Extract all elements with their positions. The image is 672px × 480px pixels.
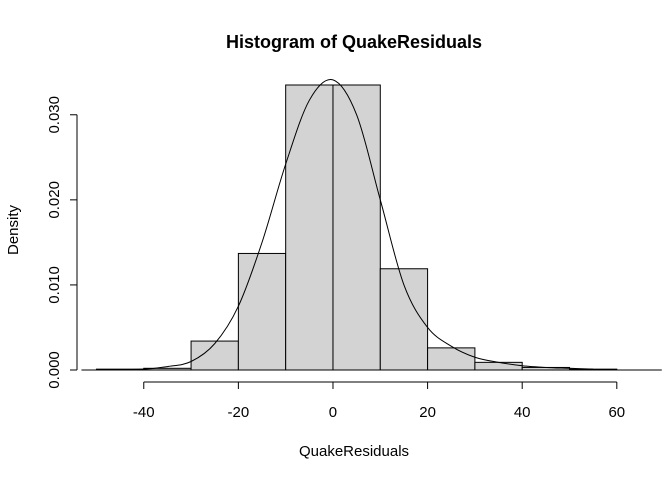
y-axis-label: Density bbox=[5, 204, 22, 255]
histogram-bar-2 bbox=[190, 340, 239, 371]
density-curve bbox=[96, 79, 594, 371]
chart-title: Histogram of QuakeResiduals bbox=[226, 32, 482, 52]
histogram-bar-7 bbox=[427, 347, 476, 371]
x-tick-label: 40 bbox=[514, 404, 531, 421]
histogram-bars bbox=[95, 84, 618, 371]
y-tick-label: 0.000 bbox=[46, 351, 63, 389]
x-tick-label: -20 bbox=[228, 404, 250, 421]
y-axis: 0.000 0.010 0.020 0.030 bbox=[46, 96, 78, 389]
y-tick-label: 0.010 bbox=[46, 266, 63, 304]
x-tick-label: 60 bbox=[608, 404, 625, 421]
y-tick-label: 0.020 bbox=[46, 181, 63, 219]
x-axis: -40 -20 0 20 40 60 bbox=[133, 381, 625, 421]
histogram-bar-5 bbox=[332, 84, 381, 371]
x-axis-label: QuakeResiduals bbox=[299, 443, 409, 460]
histogram-bar-4 bbox=[285, 84, 334, 371]
x-tick-label: -40 bbox=[133, 404, 155, 421]
x-tick-label: 0 bbox=[329, 404, 337, 421]
histogram-bar-3 bbox=[237, 252, 287, 371]
histogram-bar-8 bbox=[474, 361, 523, 371]
y-tick-label: 0.030 bbox=[46, 96, 63, 134]
x-tick-label: 20 bbox=[419, 404, 436, 421]
